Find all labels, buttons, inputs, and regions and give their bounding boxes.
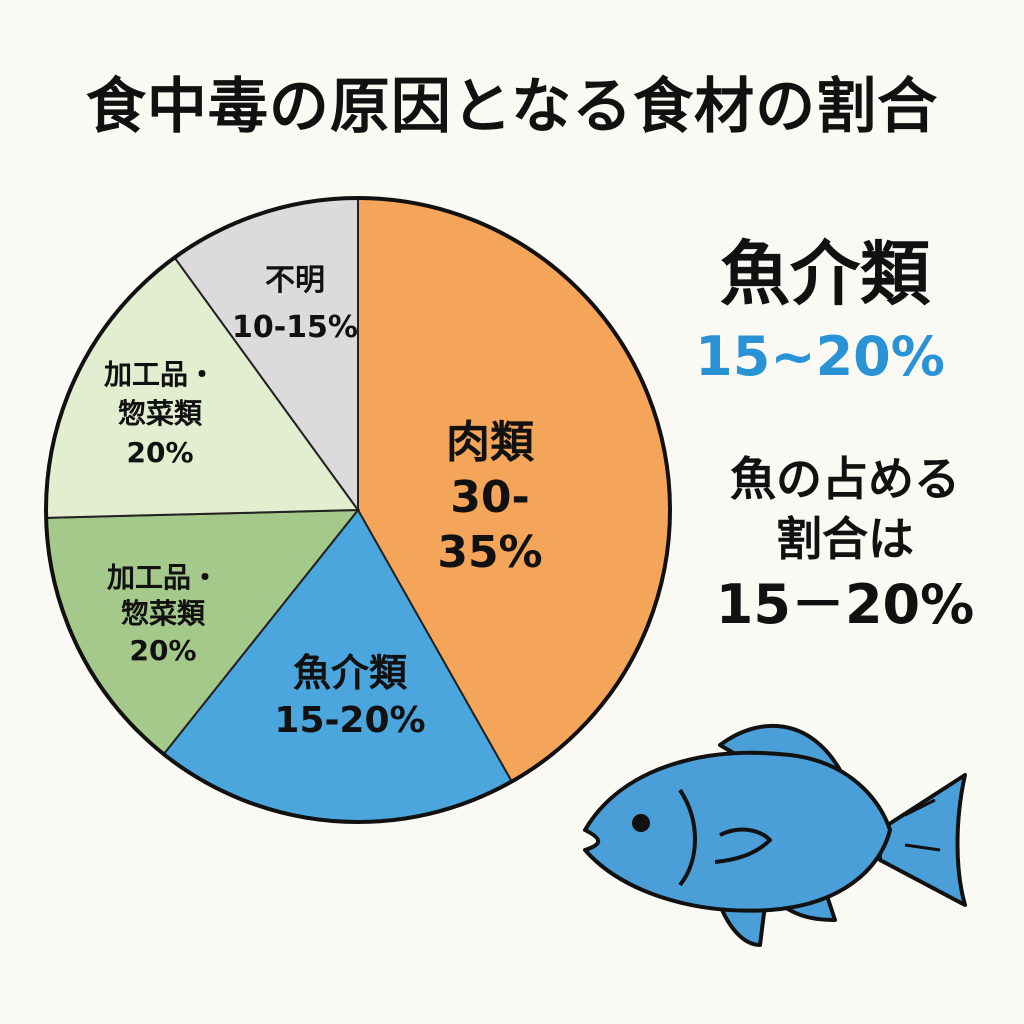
note-line: 割合は — [776, 511, 914, 566]
slice-label-processed-b: 加工品・惣菜類 20% — [85, 355, 235, 473]
slice-value: 20% — [126, 436, 194, 470]
slice-name: 肉類 — [446, 417, 534, 468]
note-line: 魚の占める — [730, 452, 960, 506]
slice-name: 不明 — [265, 263, 325, 298]
slice-label-meat: 肉類 30-35% — [400, 415, 580, 580]
slice-name: 加工品・惣菜類 — [103, 358, 216, 431]
side-range: 15~20% — [695, 325, 945, 388]
slice-name: 加工品・惣菜類 — [106, 561, 219, 631]
slice-label-processed-a: 加工品・惣菜類 20% — [88, 560, 238, 669]
slice-value: 15-20% — [274, 699, 426, 741]
page-title: 食中毒の原因となる食材の割合 — [85, 72, 939, 142]
pie-outline — [44, 196, 672, 824]
slice-value: 30-35% — [437, 472, 543, 578]
side-note: 魚の占める 割合は 15－20% — [690, 450, 1000, 640]
slice-label-seafood: 魚介類 15-20% — [255, 650, 445, 743]
side-heading: 魚介類 — [720, 233, 930, 315]
slice-name: 魚介類 — [292, 651, 407, 695]
slice-value: 10-15% — [231, 309, 358, 345]
slice-value: 20% — [129, 633, 197, 667]
slice-label-unknown: 不明 10-15% — [215, 258, 375, 351]
note-value: 15－20% — [715, 572, 975, 636]
